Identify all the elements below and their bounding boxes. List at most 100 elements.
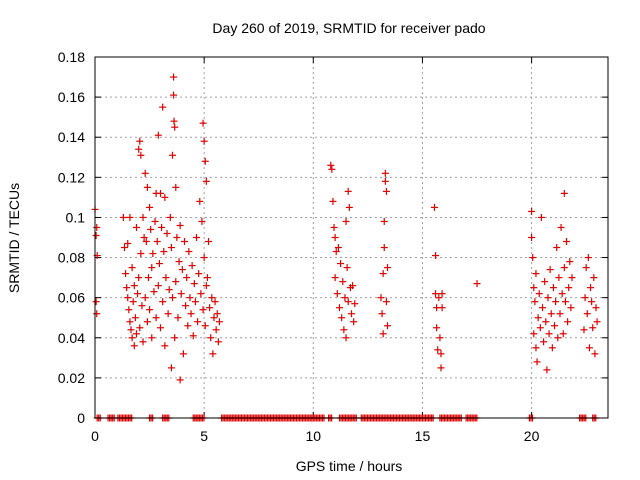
data-point bbox=[335, 304, 343, 312]
data-point bbox=[128, 334, 136, 342]
data-point bbox=[588, 298, 596, 306]
data-point bbox=[331, 234, 339, 241]
data-point bbox=[170, 91, 178, 99]
data-point bbox=[162, 274, 170, 282]
data-point bbox=[130, 282, 138, 290]
data-point bbox=[134, 290, 142, 298]
data-point bbox=[136, 137, 144, 145]
data-point bbox=[544, 294, 552, 302]
data-point bbox=[135, 274, 143, 282]
y-tick-label: 0.06 bbox=[58, 290, 85, 306]
data-point bbox=[176, 376, 184, 384]
data-point bbox=[540, 338, 548, 346]
data-point bbox=[170, 73, 178, 81]
data-point bbox=[436, 334, 444, 342]
data-point bbox=[194, 318, 202, 326]
data-point bbox=[92, 298, 100, 306]
data-point bbox=[330, 223, 338, 231]
data-point bbox=[161, 193, 169, 201]
data-point bbox=[328, 165, 336, 173]
data-point bbox=[132, 223, 140, 231]
data-point bbox=[173, 234, 181, 241]
data-point bbox=[125, 306, 133, 314]
data-point bbox=[534, 314, 542, 322]
data-point bbox=[137, 250, 145, 258]
data-point bbox=[339, 278, 347, 286]
data-point bbox=[382, 298, 390, 306]
data-point bbox=[206, 304, 214, 312]
data-point bbox=[139, 338, 147, 346]
data-point bbox=[545, 330, 553, 338]
data-point bbox=[337, 260, 345, 268]
data-point bbox=[156, 189, 164, 197]
data-point bbox=[344, 187, 352, 195]
data-point bbox=[188, 262, 196, 270]
data-point bbox=[532, 344, 540, 352]
data-point bbox=[379, 270, 387, 278]
data-point bbox=[144, 274, 152, 282]
data-point bbox=[147, 225, 155, 233]
data-point bbox=[344, 298, 352, 306]
data-point bbox=[150, 288, 158, 296]
data-point bbox=[153, 238, 161, 246]
data-point bbox=[584, 254, 592, 262]
data-point bbox=[566, 258, 574, 266]
data-point bbox=[178, 266, 186, 274]
data-point bbox=[332, 248, 340, 256]
data-point bbox=[155, 260, 163, 268]
data-point bbox=[213, 310, 221, 318]
chart-title: Day 260 of 2019, SRMTID for receiver pad… bbox=[212, 20, 485, 36]
data-point bbox=[161, 342, 169, 350]
data-point bbox=[553, 244, 561, 252]
data-point bbox=[143, 183, 151, 191]
data-point bbox=[143, 318, 151, 326]
data-point bbox=[384, 264, 392, 272]
data-point bbox=[557, 223, 565, 231]
data-points bbox=[91, 73, 601, 422]
data-point bbox=[338, 314, 346, 322]
data-point bbox=[191, 298, 199, 306]
data-point bbox=[201, 157, 209, 165]
data-point bbox=[378, 310, 386, 318]
data-point bbox=[539, 304, 547, 312]
data-point bbox=[437, 350, 445, 358]
x-tick-label: 0 bbox=[91, 428, 99, 444]
data-point bbox=[546, 266, 554, 274]
data-point bbox=[200, 137, 208, 145]
data-point bbox=[156, 324, 164, 332]
data-point bbox=[159, 103, 167, 111]
data-point bbox=[185, 248, 193, 256]
data-point bbox=[167, 364, 175, 372]
data-point bbox=[214, 338, 222, 346]
y-tick-label: 0.04 bbox=[58, 330, 85, 346]
data-point bbox=[537, 213, 545, 221]
data-point bbox=[197, 290, 205, 298]
data-point bbox=[119, 213, 127, 221]
data-point bbox=[207, 334, 215, 342]
data-point bbox=[140, 234, 148, 241]
data-point bbox=[536, 324, 544, 332]
data-point bbox=[340, 326, 348, 334]
x-tick-label: 5 bbox=[200, 428, 208, 444]
data-point bbox=[93, 310, 101, 318]
data-point bbox=[128, 264, 136, 272]
data-point bbox=[556, 310, 564, 318]
data-point bbox=[126, 213, 134, 221]
plot-frame bbox=[94, 56, 609, 419]
data-point bbox=[568, 274, 576, 282]
data-point bbox=[350, 318, 358, 326]
data-point bbox=[138, 302, 146, 310]
data-point bbox=[587, 284, 595, 292]
data-point bbox=[136, 324, 144, 332]
data-point bbox=[170, 117, 178, 125]
data-point bbox=[532, 270, 540, 278]
data-point bbox=[345, 203, 353, 211]
data-point bbox=[193, 234, 201, 241]
data-point bbox=[382, 187, 390, 195]
data-point bbox=[184, 322, 192, 330]
data-point bbox=[592, 304, 600, 312]
x-tick-label: 10 bbox=[306, 428, 322, 444]
data-point bbox=[381, 169, 389, 177]
data-point bbox=[181, 238, 189, 246]
